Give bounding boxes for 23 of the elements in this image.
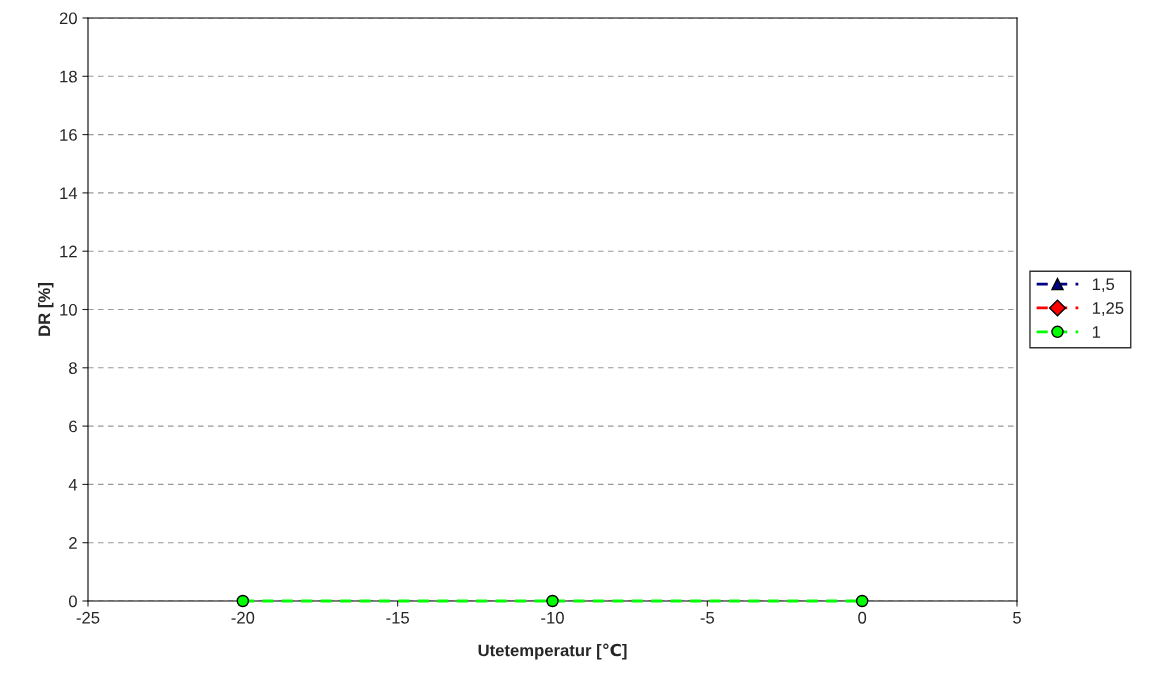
x-tick-label: -10	[541, 611, 564, 624]
y-tick-label: 16	[60, 129, 77, 141]
legend-label: 1,25	[1092, 302, 1124, 316]
y-tick-label: 14	[60, 187, 78, 199]
y-tick-label: 20	[59, 12, 77, 25]
y-tick-label: 8	[69, 362, 77, 374]
legend-label: 1,5	[1092, 278, 1115, 293]
x-tick-label: -25	[76, 611, 100, 624]
y-axis-title: DR [%]	[37, 283, 54, 336]
x-tick-label: 0	[858, 611, 867, 624]
x-tick-label: -5	[700, 612, 715, 624]
y-tick-label: 2	[69, 537, 77, 549]
x-tick-label: -20	[231, 611, 255, 624]
y-tick-label: 4	[68, 478, 78, 491]
legend-label: 1	[1092, 326, 1101, 338]
y-tick-label: 10	[60, 303, 77, 316]
y-tick-label: 0	[68, 595, 77, 608]
y-tick-label: 6	[69, 420, 77, 433]
y-tick-label: 18	[60, 70, 77, 83]
x-tick-label: 5	[1013, 612, 1021, 624]
x-axis-title: Utetemperatur [℃]	[478, 643, 627, 660]
x-tick-label: -15	[386, 612, 410, 624]
y-tick-label: 12	[60, 245, 77, 258]
